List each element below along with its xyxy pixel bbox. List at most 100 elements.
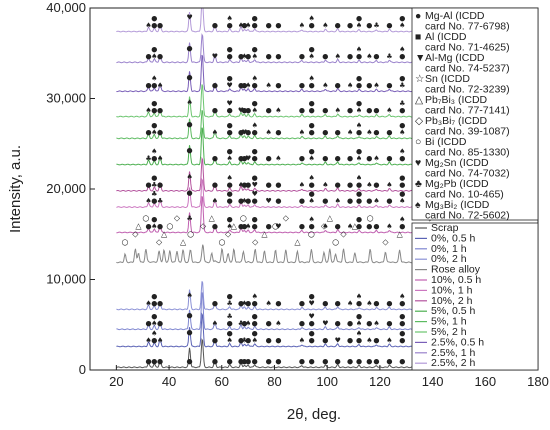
legend-marker-label: card No. 85-1330) [425, 146, 510, 158]
peak-marker: ● [238, 155, 244, 163]
peak-marker: ♠ [356, 174, 362, 182]
peak-marker: ♠ [322, 81, 328, 89]
y-tick-label: 0 [79, 362, 86, 377]
peak-marker: ♠ [335, 107, 341, 115]
x-tick-label: 100 [316, 374, 338, 389]
peak-marker: ● [373, 52, 379, 60]
peak-marker: ● [299, 222, 305, 230]
legend-marker-symbol: ♣ [415, 178, 422, 190]
peak-marker: ♠ [366, 299, 372, 307]
peak-marker: ♠ [241, 52, 247, 60]
peak-marker: △ [180, 237, 187, 246]
peak-marker: ● [309, 292, 315, 300]
peak-marker: ◇ [200, 221, 207, 230]
peak-marker: ● [335, 357, 341, 365]
peak-marker: ♠ [241, 197, 247, 205]
peak-marker: ● [356, 148, 362, 156]
peak-marker: ● [266, 336, 272, 344]
peak-marker: ♣ [151, 181, 157, 189]
peak-marker: ● [187, 147, 193, 155]
peak-marker: ♥ [308, 312, 314, 320]
peak-marker: ♠ [308, 15, 314, 23]
peak-marker: ● [151, 336, 157, 344]
peak-marker: ● [356, 357, 362, 365]
peak-marker: ● [227, 22, 233, 30]
peak-marker: ♠ [212, 319, 218, 327]
peak-marker: ● [252, 215, 258, 223]
peak-marker: ♠ [145, 197, 151, 205]
peak-marker: ● [151, 45, 157, 53]
peak-marker: ○ [122, 237, 129, 246]
peak-marker: ● [347, 357, 353, 365]
legend-marker-symbol: ♠ [415, 199, 421, 211]
peak-marker: ♠ [157, 155, 163, 163]
peak-marker: ◇ [156, 237, 163, 246]
series-line [116, 244, 433, 264]
peak-marker: ● [309, 121, 315, 129]
legend-marker-label: Pb₇Bi₃ (ICDD [425, 94, 488, 106]
peak-marker: ● [347, 197, 353, 205]
peak-marker: ♠ [356, 292, 362, 300]
peak-marker: ● [245, 128, 251, 136]
peak-marker: ♠ [335, 197, 341, 205]
peak-marker: ● [145, 357, 151, 365]
peak-marker: ● [356, 336, 362, 344]
peak-marker: ● [366, 81, 372, 89]
peak-marker: ● [227, 74, 233, 82]
peak-marker: ♠ [366, 128, 372, 136]
peak-marker: ♠ [356, 121, 362, 129]
peak-marker: ● [266, 52, 272, 60]
peak-marker: ♠ [227, 222, 233, 230]
peak-marker: ● [335, 299, 341, 307]
legend-marker-label: Mg₂Sn (ICDD [425, 157, 489, 169]
peak-marker: ● [227, 52, 233, 60]
peak-marker: ● [335, 222, 341, 230]
peak-marker: ● [335, 181, 341, 189]
peak-marker: ♥ [322, 319, 328, 327]
peak-marker: ● [151, 292, 157, 300]
peak-marker: ● [275, 128, 281, 136]
peak-marker: ● [157, 222, 163, 230]
peak-marker: ○ [367, 213, 374, 222]
peak-marker: ● [322, 52, 328, 60]
peak-marker: ● [309, 107, 315, 115]
peak-marker: ♠ [275, 155, 281, 163]
peak-marker: ♥ [308, 299, 314, 307]
peak-marker: ● [238, 128, 244, 136]
peak-marker: ♣ [227, 312, 233, 320]
peak-marker: ♠ [186, 173, 192, 181]
peak-marker: ♠ [252, 107, 258, 115]
peak-marker: ● [157, 107, 163, 115]
peak-marker: ♠ [252, 52, 258, 60]
peak-marker: ♣ [145, 155, 151, 163]
peak-marker: ● [309, 148, 315, 156]
x-tick-label: 180 [527, 374, 549, 389]
peak-marker: ♠ [386, 107, 392, 115]
peak-marker: ○ [187, 229, 194, 238]
series-line [116, 8, 433, 33]
peak-marker: ◇ [132, 229, 139, 238]
peak-marker: ● [299, 197, 305, 205]
peak-marker: △ [135, 221, 142, 230]
peak-marker: ♠ [266, 299, 272, 307]
peak-marker: ● [366, 357, 372, 365]
peak-marker: ● [241, 357, 247, 365]
peak-marker: ◇ [283, 213, 290, 222]
peak-marker: ◇ [225, 229, 232, 238]
peak-marker: ♠ [308, 174, 314, 182]
peak-marker: ● [227, 45, 233, 53]
y-tick-label: 10,000 [46, 272, 86, 287]
peak-marker: ● [399, 15, 405, 23]
peak-marker: ♥ [186, 14, 192, 22]
peak-marker: ● [212, 22, 218, 30]
peak-marker: ● [252, 148, 258, 156]
peak-marker: ● [335, 155, 341, 163]
legend-series-label: 5%, 0.5 h [431, 305, 476, 317]
peak-marker: ● [151, 15, 157, 23]
peak-marker: ♠ [245, 22, 251, 30]
peak-marker: ● [252, 319, 258, 327]
peak-marker: ◇ [252, 237, 259, 246]
peak-marker: ● [356, 128, 362, 136]
peak-marker: △ [352, 221, 359, 230]
